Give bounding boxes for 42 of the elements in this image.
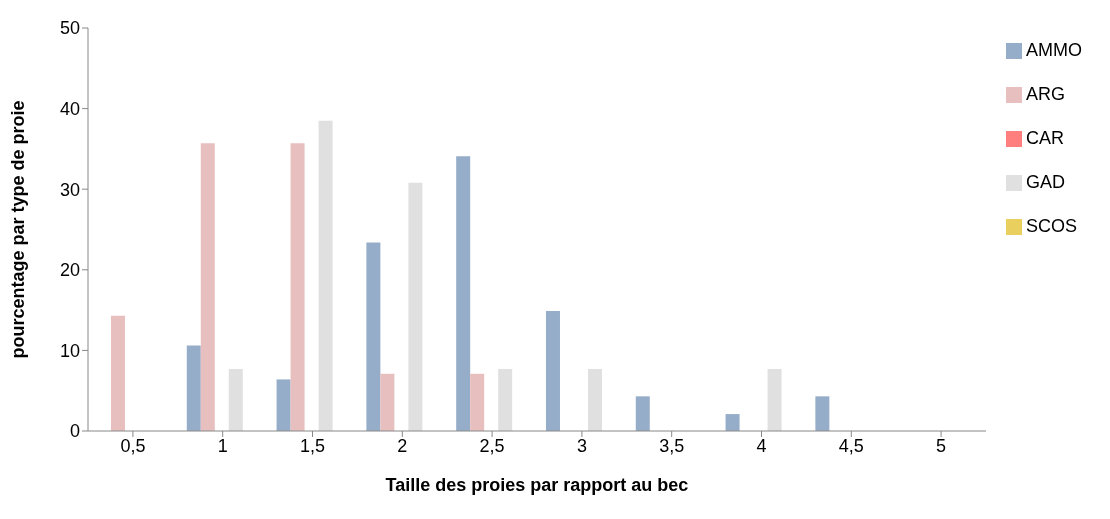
x-tick-label: 1 (217, 435, 228, 456)
bar (456, 156, 471, 431)
legend-label: AMMO (1026, 40, 1082, 60)
y-axis-title: pourcentage par type de proie (8, 100, 29, 359)
x-tick-label: 0,5 (120, 435, 146, 456)
y-tick-label: 0 (69, 421, 80, 442)
bar (228, 368, 243, 431)
bar (498, 368, 513, 431)
bar (318, 120, 333, 431)
bar (587, 368, 602, 431)
x-tick-label: 4 (756, 435, 767, 456)
x-tick-label: 4,5 (838, 435, 864, 456)
bar (110, 315, 125, 431)
x-tick-label: 3,5 (659, 435, 685, 456)
y-tick-label: 50 (59, 18, 80, 39)
y-tick-label: 30 (59, 179, 80, 200)
bar (545, 310, 560, 431)
bar (635, 396, 650, 431)
bar (186, 345, 201, 431)
legend-label: ARG (1026, 84, 1066, 104)
legend-label: CAR (1026, 128, 1065, 148)
y-tick-label: 40 (59, 98, 80, 119)
x-tick-label: 1,5 (299, 435, 326, 456)
bar (200, 143, 215, 431)
legend-label: SCOS (1026, 216, 1078, 236)
bar (380, 373, 395, 431)
x-tick-label: 2 (397, 435, 408, 456)
legend-label: GAD (1026, 172, 1066, 192)
bar (470, 373, 485, 431)
y-tick-label: 10 (59, 340, 80, 361)
bar (290, 143, 305, 431)
bar (767, 368, 782, 431)
bar (366, 242, 381, 431)
bar (276, 379, 291, 431)
x-tick-label: 2,5 (479, 435, 505, 456)
x-axis-title: Taille des proies par rapport au bec (385, 475, 689, 495)
bar (815, 396, 830, 431)
bar (408, 182, 423, 431)
y-tick-label: 20 (59, 260, 80, 281)
x-tick-label: 3 (576, 435, 587, 456)
x-tick-label: 5 (936, 435, 947, 456)
bar (725, 414, 740, 431)
